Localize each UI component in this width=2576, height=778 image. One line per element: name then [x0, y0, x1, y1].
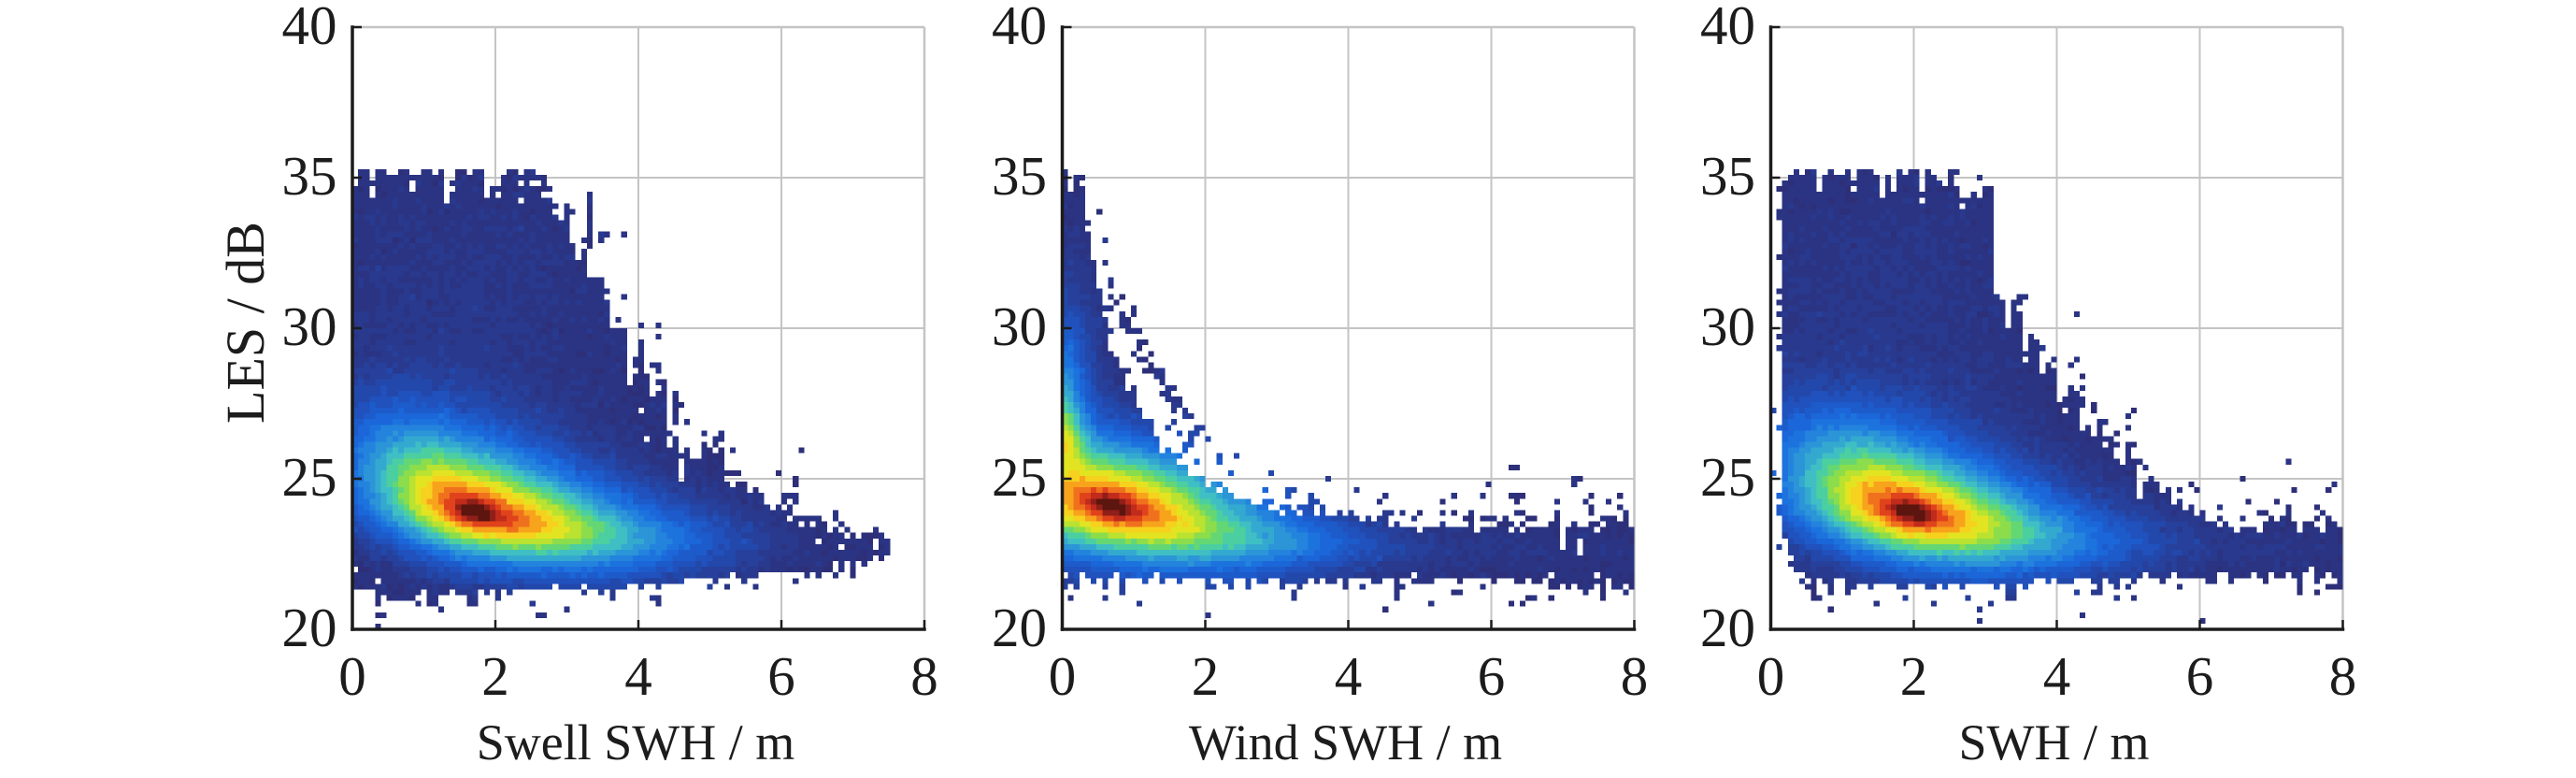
svg-text:25: 25: [992, 446, 1047, 508]
svg-text:0: 0: [1757, 645, 1785, 707]
svg-text:0: 0: [338, 645, 366, 707]
svg-text:Swell SWH / m: Swell SWH / m: [477, 714, 795, 771]
svg-text:0: 0: [1049, 645, 1077, 707]
svg-text:4: 4: [2043, 645, 2071, 707]
svg-text:4: 4: [1335, 645, 1363, 707]
svg-text:8: 8: [2329, 645, 2357, 707]
svg-text:35: 35: [282, 145, 337, 207]
svg-text:40: 40: [282, 0, 337, 56]
svg-text:8: 8: [910, 645, 938, 707]
svg-text:2: 2: [481, 645, 509, 707]
svg-text:25: 25: [1700, 446, 1755, 508]
svg-text:Wind SWH / m: Wind SWH / m: [1189, 714, 1502, 771]
svg-text:20: 20: [992, 597, 1047, 658]
svg-text:35: 35: [992, 145, 1047, 207]
svg-text:6: 6: [767, 645, 795, 707]
svg-text:30: 30: [1700, 295, 1755, 357]
svg-text:2: 2: [1900, 645, 1928, 707]
svg-text:2: 2: [1192, 645, 1220, 707]
svg-text:6: 6: [2186, 645, 2214, 707]
svg-text:25: 25: [282, 446, 337, 508]
svg-text:SWH / m: SWH / m: [1958, 714, 2149, 771]
svg-text:40: 40: [1700, 0, 1755, 56]
svg-text:30: 30: [282, 295, 337, 357]
svg-text:35: 35: [1700, 145, 1755, 207]
svg-text:6: 6: [1478, 645, 1506, 707]
svg-text:20: 20: [1700, 597, 1755, 658]
svg-text:LES / dB: LES / dB: [215, 222, 276, 424]
svg-text:20: 20: [282, 597, 337, 658]
svg-text:30: 30: [992, 295, 1047, 357]
svg-text:4: 4: [624, 645, 652, 707]
svg-text:40: 40: [992, 0, 1047, 56]
svg-text:8: 8: [1621, 645, 1649, 707]
